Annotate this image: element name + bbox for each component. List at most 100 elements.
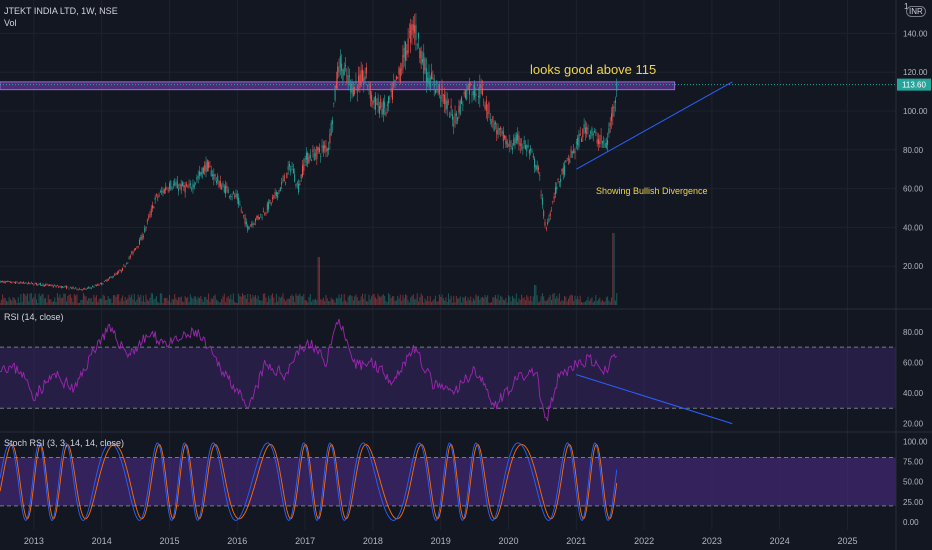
candle-body: [526, 145, 528, 152]
volume-bar: [371, 296, 373, 305]
candle-body: [451, 114, 453, 120]
stoch-rsi-label[interactable]: Stoch RSI (3, 3, 14, 14, close): [4, 438, 125, 448]
volume-bar: [560, 301, 562, 305]
candle-body: [81, 289, 83, 291]
candle-body: [16, 281, 18, 283]
candle-body: [170, 181, 172, 190]
volume-bar: [50, 299, 52, 305]
volume-bar: [523, 297, 525, 305]
volume-bar: [557, 298, 559, 305]
candle-body: [0, 281, 2, 283]
candle-body: [442, 94, 444, 96]
symbol-title[interactable]: JTEKT INDIA LTD, 1W, NSE: [4, 6, 118, 16]
volume-bar: [273, 297, 275, 305]
candle-body: [279, 187, 281, 192]
volume-bar: [390, 298, 392, 305]
volume-bar: [311, 301, 313, 305]
candle-body: [144, 227, 146, 233]
candle-body: [13, 282, 15, 284]
candle-body: [150, 208, 152, 215]
candle-body: [371, 94, 373, 101]
volume-bar: [264, 293, 266, 305]
candle-body: [393, 82, 395, 87]
volume-bar: [175, 298, 177, 305]
x-tick-label: 2024: [770, 536, 790, 546]
candle-body: [128, 257, 130, 259]
volume-bar: [500, 295, 502, 305]
volume-bar: [360, 296, 362, 305]
volume-bar: [481, 296, 483, 305]
volume-bar: [111, 302, 113, 305]
candle-body: [342, 69, 344, 81]
volume-bar: [493, 297, 495, 305]
candle-body: [242, 211, 244, 213]
volume-bar: [215, 299, 217, 305]
candle-body: [154, 197, 156, 200]
rsi-label[interactable]: RSI (14, close): [4, 312, 64, 322]
candle-body: [22, 282, 24, 284]
candle-body: [412, 24, 414, 31]
volume-bar: [6, 300, 8, 305]
candle-body: [135, 248, 137, 251]
volume-bar: [77, 302, 79, 305]
candle-body: [478, 95, 480, 97]
volume-bar: [25, 295, 27, 305]
volume-bar: [257, 295, 259, 305]
candle-body: [46, 284, 48, 286]
volume-bar: [496, 298, 498, 305]
volume-bar: [155, 296, 157, 305]
volume-bar: [354, 296, 356, 305]
candle-body: [397, 76, 399, 78]
volume-bar: [112, 295, 114, 305]
candle-body: [614, 100, 616, 103]
volume-bar: [358, 300, 360, 305]
candle-body: [537, 167, 539, 170]
volume-bar: [167, 300, 169, 305]
volume-bar: [21, 302, 23, 305]
volume-bar: [62, 297, 64, 305]
candle-body: [141, 234, 143, 240]
volume-bar: [261, 300, 263, 305]
volume-label[interactable]: Vol: [4, 18, 17, 28]
volume-bar: [494, 294, 496, 305]
candle-body: [196, 177, 198, 180]
candle-body: [251, 224, 253, 225]
candle-body: [399, 68, 401, 82]
candle-body: [337, 66, 339, 79]
volume-bar: [590, 299, 592, 305]
stoch-tick-label: 50.00: [903, 478, 924, 487]
x-tick-label: 2019: [431, 536, 451, 546]
volume-bar: [554, 298, 556, 305]
volume-bar: [545, 300, 547, 305]
candle-body: [360, 70, 362, 86]
volume-bar: [575, 299, 577, 305]
candle-body: [223, 186, 225, 193]
candle-body: [449, 112, 451, 118]
volume-bar: [351, 296, 353, 305]
candle-body: [167, 189, 169, 191]
volume-bar: [212, 298, 214, 305]
volume-bar: [84, 295, 86, 305]
volume-bar: [226, 297, 228, 305]
candle-body: [432, 77, 434, 80]
candle-body: [221, 185, 223, 190]
volume-bar: [196, 299, 198, 305]
volume-bar: [339, 298, 341, 305]
candle-body: [424, 58, 426, 71]
volume-bar: [442, 298, 444, 305]
candle-body: [300, 174, 302, 179]
price-tick-label: 40.00: [903, 223, 924, 232]
candle-body: [535, 165, 537, 171]
volume-bar: [97, 301, 99, 305]
volume-bar: [367, 301, 369, 305]
volume-bar: [230, 294, 232, 305]
zones: [0, 81, 896, 91]
candle-body: [523, 140, 525, 144]
candle-body: [450, 105, 452, 109]
volume-bar: [295, 293, 297, 305]
volume-bar: [329, 301, 331, 305]
currency-badge[interactable]: INR: [906, 6, 926, 17]
volume-bar: [93, 294, 95, 305]
volume-bar: [377, 293, 379, 305]
